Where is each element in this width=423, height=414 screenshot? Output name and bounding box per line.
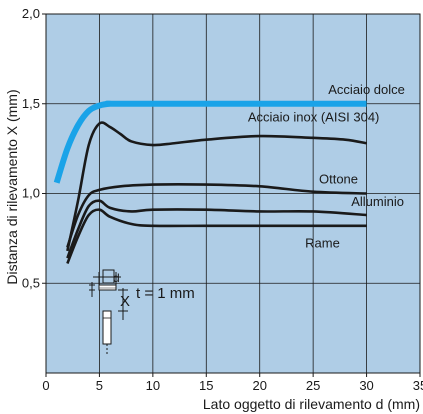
series-group bbox=[53, 100, 367, 264]
series-line-acciaio-inox bbox=[66, 121, 367, 252]
inset-x-label: X bbox=[120, 293, 130, 310]
series-label-rame: Rame bbox=[305, 235, 340, 250]
series-line-rame bbox=[66, 208, 367, 264]
series-labels: Acciaio dolce Acciaio inox (AISI 304) Otto… bbox=[248, 82, 405, 250]
inset-thickness-label: t = 1 mm bbox=[136, 285, 195, 302]
x-tick-label-0: 0 bbox=[42, 378, 49, 393]
target-plate bbox=[98, 284, 117, 291]
series-label-acciaio-dolce: Acciaio dolce bbox=[328, 82, 405, 97]
inset-d-label: d bbox=[113, 271, 120, 285]
series-line-alluminio bbox=[66, 199, 367, 259]
x-tick-label-7: 35 bbox=[413, 378, 423, 393]
y-tick-label-2: 1,5 bbox=[22, 96, 40, 111]
sensor-body bbox=[102, 310, 112, 345]
y-tick-label-1: 1,0 bbox=[22, 186, 40, 201]
y-tick-label-3: 2,0 bbox=[22, 6, 40, 21]
sensor-diagram: d t = 1 mm X bbox=[89, 269, 195, 356]
x-tick-label-5: 25 bbox=[306, 378, 320, 393]
y-tick-label-0: 0,5 bbox=[22, 275, 40, 290]
y-axis-label: Distanza di rilevamento X (mm) bbox=[4, 89, 20, 284]
series-label-alluminio: Alluminio bbox=[351, 194, 404, 209]
series-line-acciaio-dolce bbox=[53, 100, 367, 184]
series-label-ottone: Ottone bbox=[319, 172, 358, 187]
x-tick-label-4: 20 bbox=[252, 378, 266, 393]
x-axis-label: Lato oggetto di rilevamento d (mm) bbox=[203, 396, 420, 412]
x-tick-label-1: 5 bbox=[96, 378, 103, 393]
x-tick-label-3: 15 bbox=[199, 378, 213, 393]
y-axis-ticks: 0,5 1,0 1,5 2,0 bbox=[22, 6, 46, 290]
series-line-ottone bbox=[66, 183, 367, 248]
series-label-acciaio-inox: Acciaio inox (AISI 304) bbox=[248, 110, 380, 125]
x-tick-label-6: 30 bbox=[359, 378, 373, 393]
x-tick-label-2: 10 bbox=[146, 378, 160, 393]
plot-frame bbox=[45, 13, 421, 374]
x-axis-ticks: 0 5 10 15 20 25 30 35 bbox=[42, 373, 423, 393]
